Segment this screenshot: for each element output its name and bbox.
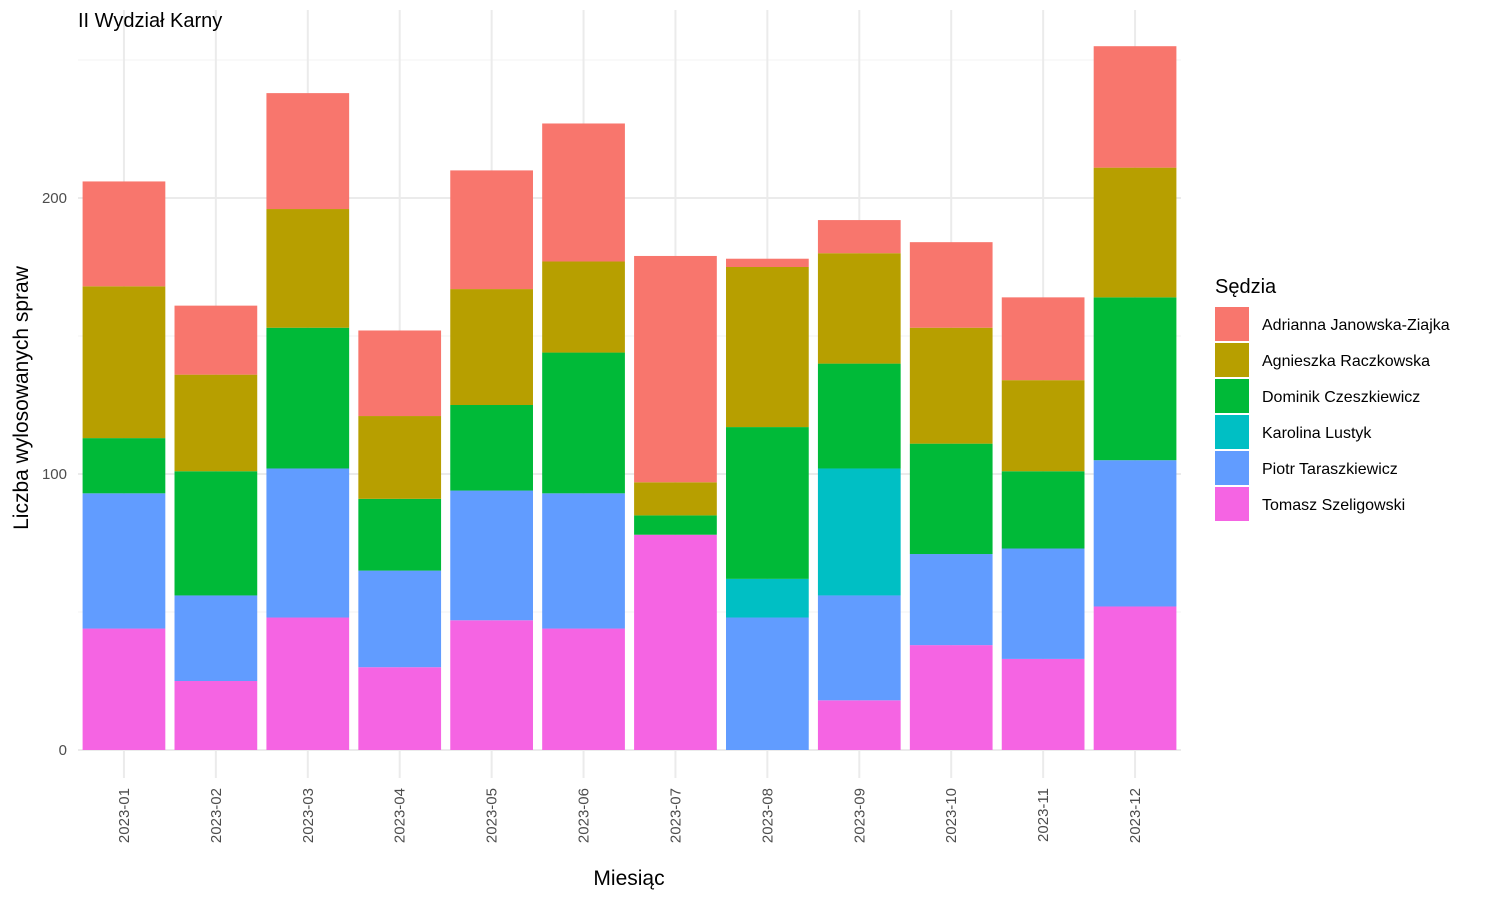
x-tick-label: 2023-04 [392,788,409,843]
bar-segment [634,515,717,535]
bar-segment [450,405,533,491]
bar-segment [358,330,442,417]
bar-segment [266,327,350,469]
bar-segment [634,534,717,750]
bar-segment [634,255,717,483]
x-tick-label: 2023-01 [116,788,133,843]
bar-segment [726,267,809,428]
bar-segment [174,595,258,681]
x-tick-label: 2023-12 [1127,788,1144,843]
bar-segment [174,374,258,472]
x-tick-label: 2023-05 [484,788,501,843]
y-tick-label: 0 [59,742,67,759]
legend-label: Karolina Lustyk [1262,425,1372,442]
bar-segment [1001,548,1085,659]
bar-segment [817,220,901,254]
bar-segment [266,93,350,210]
bar-segment [358,498,442,571]
bar-segment [174,681,258,750]
x-tick-label: 2023-02 [208,788,225,843]
bar-segment [542,352,625,494]
bar-segment [82,438,166,494]
bar-segment [266,617,350,750]
bar-segment [726,427,809,579]
bar-segment [542,261,625,353]
bar-segment [726,578,809,618]
bar-segment [1001,471,1085,549]
legend-swatch [1215,379,1249,413]
bar-segment [1093,460,1177,607]
legend-swatch [1215,451,1249,485]
bar-segment [542,628,625,750]
bar-segment [1001,297,1085,381]
bar-segment [817,595,901,701]
bar-segment [542,123,625,262]
bar-segment [726,617,809,750]
bar-segment [358,416,442,499]
bar-segment [174,471,258,596]
legend-label: Agnieszka Raczkowska [1262,353,1430,370]
x-tick-label: 2023-07 [667,788,684,843]
bar-segment [909,554,993,646]
y-tick-label: 200 [42,190,67,207]
bar-segment [726,258,809,267]
x-tick-label: 2023-11 [1035,788,1052,842]
bar-segment [450,490,533,621]
bar-segment [1093,606,1177,750]
y-axis-title: Liczba wylosowanych spraw [10,265,33,530]
bar-segment [266,209,350,328]
bar-segment [450,170,533,290]
legend-swatch [1215,307,1249,341]
legend: Sędzia Adrianna Janowska-Ziajka Agnieszka… [1215,276,1450,521]
bar-segment [542,493,625,629]
bar-segment [1001,658,1085,750]
bar-segment [1093,167,1177,298]
legend-swatch [1215,415,1249,449]
bar-segment [266,468,350,618]
legend-label: Dominik Czeszkiewicz [1262,389,1420,406]
x-tick-label: 2023-10 [943,788,960,843]
bar-segment [1093,46,1177,168]
legend-label: Tomasz Szeligowski [1262,497,1405,514]
x-tick-label: 2023-09 [851,788,868,843]
legend-label: Piotr Taraszkiewicz [1262,461,1398,478]
bar-segment [450,620,533,750]
axes: 0 100 200 2023-01 2023-02 2023-03 2023-04 2023-… [42,190,1144,843]
bar-segment [909,645,993,750]
bar-segment [817,253,901,364]
bar-segment [909,443,993,555]
bar-segment [817,468,901,596]
bar-segment [817,363,901,469]
bar-segment [817,700,901,750]
bar-segment [634,482,717,516]
x-tick-label: 2023-08 [759,788,776,843]
bar-segment [82,181,166,287]
bar-segment [1001,380,1085,472]
chart-title: II Wydział Karny [78,10,222,32]
bar-segment [82,286,166,439]
bar-segment [1093,297,1177,461]
bar-segment [909,242,993,328]
bar-segment [82,628,166,750]
x-axis-title: Miesiąc [593,867,664,890]
x-tick-label: 2023-06 [576,788,593,843]
bar-segment [174,305,258,375]
bar-segment [358,667,442,750]
bar-segment [358,570,442,668]
bars [82,46,1177,750]
legend-title: Sędzia [1215,276,1277,298]
legend-swatch [1215,487,1249,521]
bar-segment [82,493,166,629]
bar-segment [909,327,993,444]
y-tick-label: 100 [42,466,67,483]
x-tick-label: 2023-03 [300,788,317,843]
bar-segment [450,289,533,405]
legend-swatch [1215,343,1249,377]
legend-label: Adrianna Janowska-Ziajka [1262,317,1450,334]
